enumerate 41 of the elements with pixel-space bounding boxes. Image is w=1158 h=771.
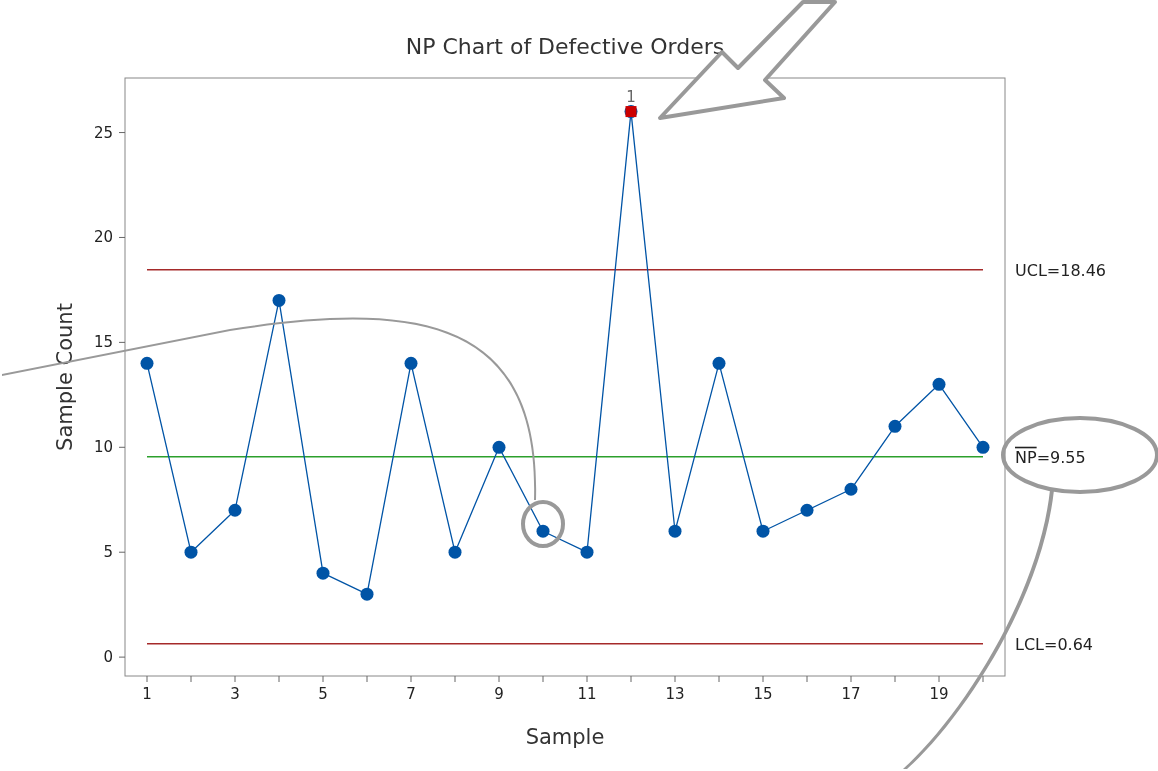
chart-title: NP Chart of Defective Orders	[405, 34, 725, 59]
x-tick-label: 1	[142, 685, 152, 703]
point	[492, 440, 506, 454]
point	[360, 587, 374, 601]
ref-line-label: NP=9.55	[1015, 447, 1086, 467]
y-tick-label: 15	[93, 333, 113, 352]
y-tick-label: 5	[103, 543, 113, 562]
point	[844, 482, 858, 496]
point	[184, 545, 198, 559]
point	[580, 545, 594, 559]
point	[756, 524, 770, 538]
x-tick-label: 17	[841, 685, 861, 703]
y-tick-label: 0	[103, 648, 113, 667]
x-tick-label: 11	[577, 685, 597, 703]
point	[976, 440, 990, 454]
ref-line-label: UCL=18.46	[1015, 260, 1107, 280]
y-tick-label: 10	[93, 438, 113, 457]
x-tick-label: 5	[318, 685, 328, 703]
point	[140, 356, 154, 370]
point	[448, 545, 462, 559]
x-tick-label: 7	[406, 685, 416, 703]
point	[316, 566, 330, 580]
x-tick-label: 15	[753, 685, 773, 703]
point	[888, 419, 902, 433]
y-tick-label: 20	[93, 228, 113, 247]
x-axis-title: Sample	[525, 725, 605, 749]
x-tick-label: 3	[230, 685, 240, 703]
x-tick-label: 19	[929, 685, 949, 703]
annotation: 1	[626, 87, 636, 106]
x-tick-label: 13	[665, 685, 685, 703]
point	[800, 503, 814, 517]
y-axis-title: Sample Count	[53, 303, 77, 451]
point	[668, 524, 682, 538]
y-tick-label: 25	[93, 123, 113, 142]
x-tick-label: 9	[494, 685, 504, 703]
point	[712, 356, 726, 370]
point	[272, 293, 286, 307]
point	[228, 503, 242, 517]
point	[404, 356, 418, 370]
ref-line-label: LCL=0.64	[1015, 634, 1094, 654]
point	[932, 377, 946, 391]
